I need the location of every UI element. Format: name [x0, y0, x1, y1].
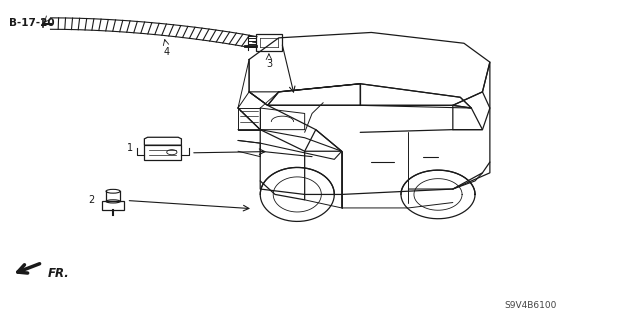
Text: 2: 2 [88, 196, 95, 205]
Text: 4: 4 [164, 47, 170, 57]
Text: FR.: FR. [47, 267, 69, 280]
Text: 1: 1 [127, 143, 133, 153]
Text: S9V4B6100: S9V4B6100 [504, 301, 557, 310]
Text: 3: 3 [266, 59, 272, 70]
Text: B-17-20: B-17-20 [9, 18, 54, 27]
